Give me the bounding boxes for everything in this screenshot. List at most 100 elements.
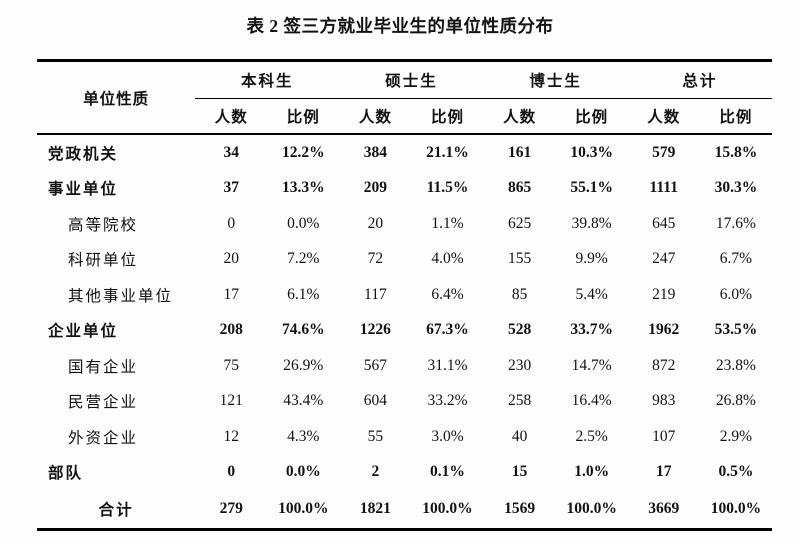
cell-value: 0 bbox=[227, 214, 236, 232]
table-title: 表 2 签三方就业毕业生的单位性质分布 bbox=[246, 16, 554, 36]
table-row: 事业单位 37 13.3% 209 11.5% 865 55.1% 1111 30.3% bbox=[37, 171, 772, 207]
cell-value: 0.0% bbox=[287, 214, 320, 232]
cell-value: 100.0% bbox=[566, 500, 617, 517]
cell-value: 17 bbox=[223, 285, 239, 303]
cell-value: 1226 bbox=[359, 321, 391, 339]
sub-header-ratio: 比例 bbox=[411, 98, 484, 135]
cell-value: 14.7% bbox=[571, 356, 612, 374]
group-header-row: 单位性质 本科生 硕士生 博士生 总计 bbox=[37, 60, 772, 135]
cell-value: 40 bbox=[511, 427, 528, 445]
cell-value: 33.7% bbox=[570, 321, 613, 339]
sub-header-count: 人数 bbox=[483, 98, 556, 135]
cell-value: 34 bbox=[223, 143, 239, 161]
cell-value: 55 bbox=[367, 427, 384, 445]
cell-value: 20 bbox=[223, 250, 239, 268]
cell-value: 55.1% bbox=[570, 179, 613, 197]
table-row: 高等院校 0 0.0% 20 1.1% 625 39.8% 645 17.6% bbox=[37, 206, 772, 242]
sub-header-row: 人数 比例 人数 比例 人数 比例 人数 比例 bbox=[37, 98, 772, 135]
cell-value: 6.0% bbox=[719, 285, 753, 303]
cell-value: 15 bbox=[511, 463, 528, 481]
group-header-master: 硕士生 bbox=[339, 60, 484, 99]
cell-value: 161 bbox=[507, 143, 532, 161]
cell-value: 155 bbox=[507, 250, 532, 268]
cell-value: 983 bbox=[652, 392, 676, 410]
cell-value: 579 bbox=[652, 143, 676, 161]
cell-value: 72 bbox=[367, 250, 384, 268]
cell-value: 53.5% bbox=[714, 321, 758, 339]
sub-header-count: 人数 bbox=[627, 98, 700, 135]
cell-value: 67.3% bbox=[426, 321, 469, 339]
cell-value: 1821 bbox=[359, 500, 391, 517]
cell-value: 9.9% bbox=[575, 250, 608, 268]
cell-value: 0.5% bbox=[718, 463, 754, 481]
cell-value: 625 bbox=[507, 214, 532, 232]
cell-value: 4.3% bbox=[287, 427, 320, 445]
cell-value: 26.8% bbox=[715, 392, 756, 410]
cell-value: 17 bbox=[655, 463, 672, 481]
cell-value: 11.5% bbox=[426, 179, 469, 197]
cell-value: 3.0% bbox=[431, 427, 464, 445]
cell-value: 219 bbox=[652, 285, 676, 303]
row-label: 党政机关 bbox=[48, 145, 119, 163]
table-row: 合计 279 100.0% 1821 100.0% 1569 100.0% 3669 100.0… bbox=[37, 490, 772, 530]
cell-value: 100.0% bbox=[422, 500, 473, 517]
group-header-doctoral: 博士生 bbox=[483, 60, 628, 99]
cell-value: 31.1% bbox=[427, 356, 468, 374]
sub-header-ratio: 比例 bbox=[555, 98, 628, 135]
cell-value: 30.3% bbox=[714, 179, 758, 197]
cell-value: 74.6% bbox=[282, 321, 325, 339]
row-label: 部队 bbox=[48, 465, 84, 483]
cell-value: 117 bbox=[364, 285, 387, 303]
cell-value: 17.6% bbox=[715, 214, 756, 232]
cell-value: 33.2% bbox=[427, 392, 468, 410]
cell-value: 121 bbox=[219, 392, 243, 410]
cell-value: 12 bbox=[223, 427, 239, 445]
cell-value: 2.5% bbox=[575, 427, 608, 445]
cell-value: 43.4% bbox=[283, 392, 324, 410]
cell-value: 37 bbox=[223, 179, 239, 197]
cell-value: 1.0% bbox=[574, 463, 610, 481]
cell-value: 384 bbox=[363, 143, 388, 161]
cell-value: 16.4% bbox=[571, 392, 612, 410]
cell-value: 0.0% bbox=[285, 463, 321, 481]
cell-value: 604 bbox=[363, 392, 388, 410]
cell-value: 13.3% bbox=[282, 179, 325, 197]
sub-header-count: 人数 bbox=[195, 98, 268, 135]
unit-nature-distribution-table: 单位性质 本科生 硕士生 博士生 总计 人数 比例 人数 比例 人数 比例 人数… bbox=[37, 59, 772, 531]
cell-value: 230 bbox=[507, 356, 532, 374]
row-label: 民营企业 bbox=[68, 394, 139, 412]
row-label: 企业单位 bbox=[48, 323, 119, 341]
table-row: 民营企业 121 43.4% 604 33.2% 258 16.4% 983 26.8% bbox=[37, 384, 772, 420]
cell-value: 15.8% bbox=[714, 143, 758, 161]
cell-value: 528 bbox=[507, 321, 532, 339]
cell-value: 209 bbox=[363, 179, 388, 197]
sub-header-ratio: 比例 bbox=[267, 98, 340, 135]
sub-header-ratio: 比例 bbox=[699, 98, 772, 135]
cell-value: 208 bbox=[219, 321, 243, 339]
sub-header-count: 人数 bbox=[339, 98, 412, 135]
cell-value: 1111 bbox=[649, 179, 678, 197]
cell-value: 6.4% bbox=[431, 285, 464, 303]
cell-value: 1.1% bbox=[431, 214, 464, 232]
table-row: 国有企业 75 26.9% 567 31.1% 230 14.7% 872 23.8% bbox=[37, 348, 772, 384]
cell-value: 6.1% bbox=[287, 285, 320, 303]
cell-value: 247 bbox=[652, 250, 676, 268]
cell-value: 872 bbox=[652, 356, 676, 374]
cell-value: 26.9% bbox=[283, 356, 324, 374]
cell-value: 0 bbox=[227, 463, 236, 481]
cell-value: 258 bbox=[507, 392, 532, 410]
row-label: 合计 bbox=[98, 502, 134, 519]
row-label: 国有企业 bbox=[68, 358, 139, 376]
cell-value: 107 bbox=[652, 427, 676, 445]
column-header-unit-nature: 单位性质 bbox=[37, 60, 196, 135]
cell-value: 100.0% bbox=[278, 500, 329, 517]
cell-value: 7.2% bbox=[287, 250, 320, 268]
cell-value: 23.8% bbox=[715, 356, 756, 374]
row-label: 高等院校 bbox=[68, 216, 139, 234]
cell-value: 3669 bbox=[648, 500, 680, 517]
cell-value: 645 bbox=[652, 214, 676, 232]
cell-value: 0.1% bbox=[430, 463, 465, 481]
row-label: 事业单位 bbox=[48, 181, 119, 199]
cell-value: 567 bbox=[363, 356, 388, 374]
table-row: 部队 0 0.0% 2 0.1% 15 1.0% 17 0.5% bbox=[37, 455, 772, 491]
